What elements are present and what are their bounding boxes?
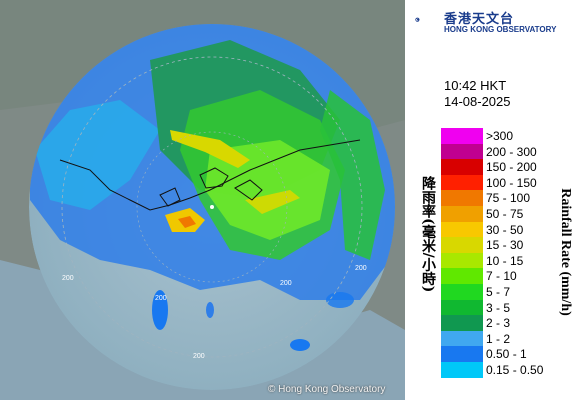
legend-swatch [441, 174, 483, 191]
range-label: 200 [355, 265, 367, 272]
legend-item: 2 - 3 [441, 315, 571, 331]
coastline-islands [159, 167, 263, 207]
legend-item: 0.50 - 1 [441, 346, 571, 362]
legend-label: 7 - 10 [486, 269, 517, 284]
rain-streak-yellow [170, 130, 250, 168]
legend-title-chinese: 降雨率(毫米/小時) [420, 176, 436, 293]
legend-label: 100 - 150 [486, 175, 537, 190]
range-ring-inner [136, 131, 288, 283]
legend-label: 0.15 - 0.50 [486, 362, 544, 377]
legend-item: 150 - 200 [441, 159, 571, 175]
copyright-text: © Hong Kong Observatory [268, 384, 386, 395]
legend-item: 75 - 100 [441, 190, 571, 206]
legend-label: 10 - 15 [486, 253, 524, 268]
legend-swatch [441, 159, 483, 175]
legend-item: 5 - 7 [441, 283, 571, 300]
legend-swatch [441, 237, 483, 253]
range-ring-outer [61, 56, 363, 358]
legend-swatch [441, 143, 483, 160]
legend-label: 0.50 - 1 [486, 347, 527, 362]
legend-item: 200 - 300 [441, 143, 571, 160]
legend-swatch [441, 346, 483, 362]
legend-label: 75 - 100 [486, 191, 531, 206]
range-label: 200 [280, 280, 292, 287]
range-label: 200 [62, 275, 74, 282]
rain-cell [326, 292, 354, 308]
legend-label: 5 - 7 [486, 284, 511, 299]
radar-map[interactable]: 200 200 200 200 200 [0, 0, 405, 400]
legend-label: 150 - 200 [486, 160, 537, 175]
legend-item: 100 - 150 [441, 174, 571, 191]
legend-swatch [441, 205, 483, 222]
legend-swatch [441, 221, 483, 238]
legend-item: 7 - 10 [441, 268, 571, 284]
legend-label: 2 - 3 [486, 316, 511, 331]
range-label: 200 [193, 353, 205, 360]
legend-swatch [441, 283, 483, 300]
legend-swatch [441, 361, 483, 378]
legend-label: 50 - 75 [486, 206, 524, 221]
legend-item: >300 [441, 128, 571, 144]
rain-cell [206, 302, 214, 318]
legend-swatch [441, 190, 483, 206]
legend-label: 200 - 300 [486, 144, 537, 159]
legend-item: 30 - 50 [441, 221, 571, 238]
observation-date: 14-08-2025 [444, 94, 511, 109]
legend-label: 15 - 30 [486, 238, 524, 253]
coastline [59, 139, 361, 211]
rain-core-orange [178, 216, 196, 228]
rain-cell [290, 339, 310, 351]
legend-swatch [441, 252, 483, 269]
legend-swatch [441, 128, 483, 144]
legend-item: 10 - 15 [441, 252, 571, 269]
rain-streak-yellow-2 [245, 190, 300, 214]
legend-swatch [441, 330, 483, 347]
observatory-logo [415, 17, 420, 22]
rain-streak-east [320, 90, 385, 260]
legend-swatch [441, 315, 483, 331]
legend-swatch [441, 268, 483, 284]
observation-time: 10:42 HKT [444, 78, 507, 93]
legend-label: 1 - 2 [486, 331, 511, 346]
legend-item: 0.15 - 0.50 [441, 361, 571, 378]
legend-label: >300 [486, 129, 514, 143]
legend-item: 15 - 30 [441, 237, 571, 253]
radar-site-marker [210, 205, 214, 209]
range-label: 200 [155, 295, 167, 302]
rainfall-legend: >300 200 - 300 150 - 200 100 - 150 75 - 100 5… [441, 128, 571, 378]
rain-area-cyan [35, 100, 160, 210]
legend-title-english: Rainfall Rate (mm/h) [558, 188, 573, 316]
logo-chinese-text: 香港天文台 [444, 12, 515, 27]
legend-swatch [441, 299, 483, 316]
legend-item: 50 - 75 [441, 205, 571, 222]
legend-item: 3 - 5 [441, 299, 571, 316]
legend-label: 30 - 50 [486, 222, 524, 237]
legend-label: 3 - 5 [486, 300, 511, 315]
rain-cell [152, 290, 168, 330]
logo-english-text: HONG KONG OBSERVATORY [444, 25, 557, 34]
legend-item: 1 - 2 [441, 330, 571, 347]
